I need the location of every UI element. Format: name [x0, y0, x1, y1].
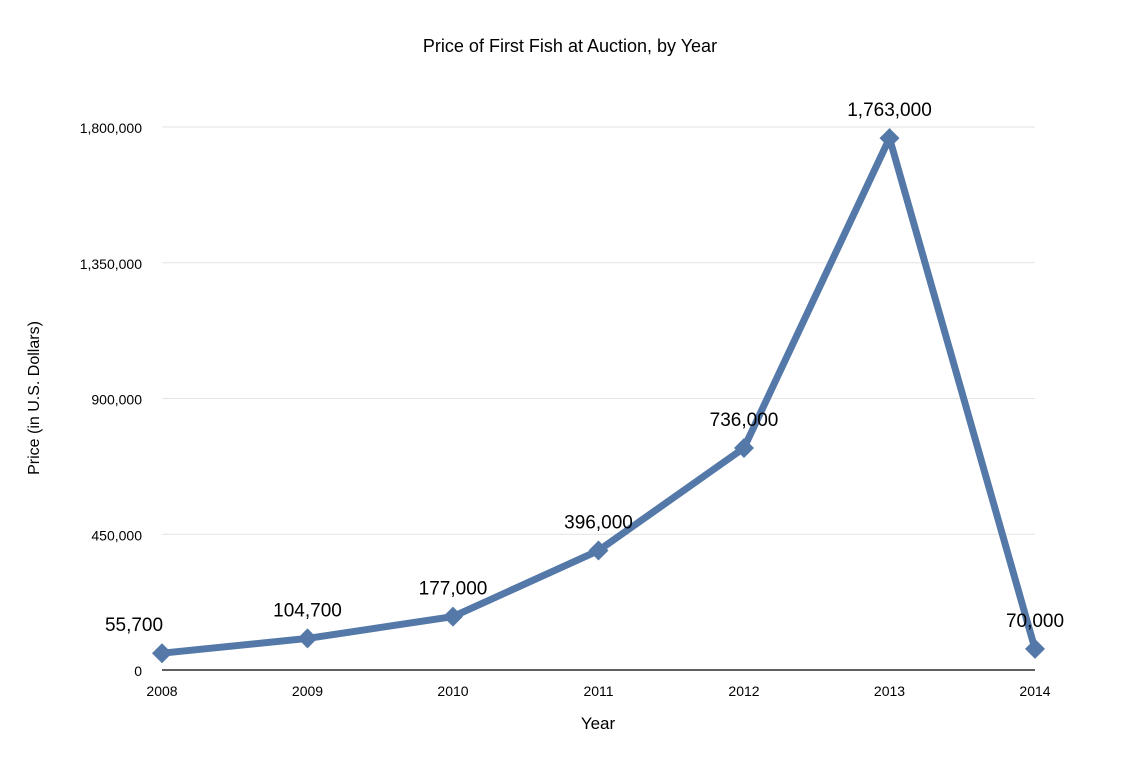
data-label: 177,000 — [419, 579, 488, 600]
data-point-marker — [588, 540, 609, 561]
x-tick-label: 2012 — [728, 683, 759, 699]
y-tick-label: 1,350,000 — [80, 256, 142, 272]
x-tick-label: 2010 — [437, 683, 468, 699]
data-label: 104,700 — [273, 600, 342, 621]
data-point-marker — [443, 606, 463, 627]
y-tick-label: 450,000 — [91, 527, 142, 543]
x-tick-label: 2013 — [874, 683, 905, 699]
x-tick-label: 2014 — [1019, 683, 1050, 699]
data-label: 1,763,000 — [847, 100, 932, 121]
y-axis-label: Price (in U.S. Dollars) — [26, 321, 43, 475]
data-point-marker — [1025, 638, 1045, 659]
y-tick-label: 900,000 — [91, 392, 142, 408]
data-point-marker — [734, 437, 754, 458]
data-label: 70,000 — [1006, 611, 1064, 632]
x-tick-label: 2009 — [292, 683, 323, 699]
data-label: 396,000 — [564, 513, 633, 534]
data-label: 55,700 — [105, 615, 163, 636]
series-line — [161, 128, 1039, 657]
data-point-marker — [152, 643, 172, 664]
x-tick-label: 2008 — [146, 683, 177, 699]
chart-title: Price of First Fish at Auction, by Year — [423, 36, 717, 56]
y-tick-label: 0 — [134, 663, 142, 679]
x-axis-label: Year — [581, 714, 616, 733]
x-tick-label: 2011 — [583, 683, 613, 699]
data-label: 736,000 — [710, 410, 779, 431]
y-tick-label: 1,800,000 — [80, 120, 142, 136]
data-point-marker — [297, 628, 318, 649]
data-point-marker — [879, 128, 900, 149]
